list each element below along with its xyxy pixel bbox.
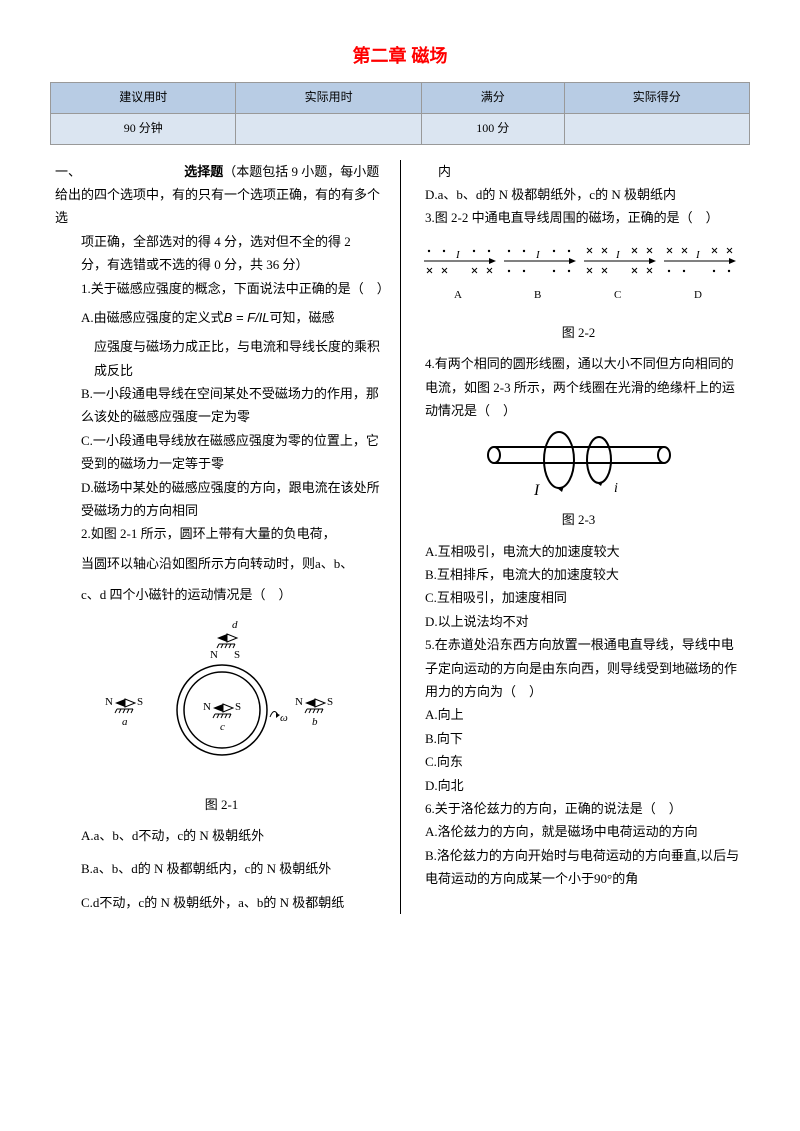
sec-desc3: 分，有选错或不选的得 0 分，共 36 分）	[55, 253, 388, 276]
svg-text:N: N	[295, 696, 303, 708]
content-columns: 一、 选择题（本题包括 9 小题，每小题给出的四个选项中，有的只有一个选项正确，…	[50, 160, 750, 915]
td-full-score: 100 分	[421, 113, 564, 144]
th-suggest-time: 建议用时	[51, 83, 236, 114]
svg-text:S: S	[235, 701, 241, 713]
svg-text:ω: ω	[280, 712, 288, 724]
chapter-title: 第二章 磁场	[50, 40, 750, 72]
q4: 4.有两个相同的圆形线圈，通以大小不同但方向相同的电流，如图 2-3 所示，两个…	[412, 352, 745, 422]
q2-d: D.a、b、d的 N 极都朝纸外，c的 N 极朝纸内	[412, 183, 745, 206]
q5-c: C.向东	[412, 750, 745, 773]
svg-text:d: d	[232, 619, 238, 631]
q1-d: D.磁场中某处的磁感应强度的方向，跟电流在该处所受磁场力的方向相同	[55, 476, 388, 523]
figure-2-2: I I I	[412, 238, 745, 313]
figure-2-3: I i	[412, 430, 745, 500]
svg-text:D: D	[694, 289, 702, 301]
q2-2: 当圆环以轴心沿如图所示方向转动时，则a、b、	[55, 552, 388, 575]
q4-b: B.互相排斥，电流大的加速度较大	[412, 563, 745, 586]
q1-a: A.由磁感应强度的定义式B = F/IL可知，磁感	[55, 306, 388, 329]
q2-c-cont: 内	[412, 160, 745, 183]
svg-text:I: I	[535, 249, 541, 261]
section-header: 一、 选择题（本题包括 9 小题，每小题给出的四个选项中，有的只有一个选项正确，…	[55, 160, 388, 230]
svg-text:S: S	[234, 649, 240, 661]
q1a-formula: B = F/IL	[224, 310, 270, 325]
svg-text:I: I	[615, 249, 621, 261]
svg-text:i: i	[614, 481, 618, 496]
info-table: 建议用时 实际用时 满分 实际得分 90 分钟 100 分	[50, 82, 750, 144]
th-actual-score: 实际得分	[564, 83, 749, 114]
q2-a: A.a、b、d不动，c的 N 极朝纸外	[55, 824, 388, 847]
svg-text:I: I	[533, 482, 540, 499]
q3: 3.图 2-2 中通电直导线周围的磁场，正确的是（ ）	[412, 206, 745, 229]
svg-text:N: N	[105, 696, 113, 708]
svg-text:N: N	[210, 649, 218, 661]
q6-b: B.洛伦兹力的方向开始时与电荷运动的方向垂直,以后与电荷运动的方向成某一个小于9…	[412, 844, 745, 891]
column-divider	[400, 160, 401, 915]
td-suggest-time: 90 分钟	[51, 113, 236, 144]
svg-text:a: a	[122, 716, 128, 728]
q4-d: D.以上说法均不对	[412, 610, 745, 633]
q5-b: B.向下	[412, 727, 745, 750]
svg-text:I: I	[695, 249, 701, 261]
th-full-score: 满分	[421, 83, 564, 114]
q4-a: A.互相吸引，电流大的加速度较大	[412, 540, 745, 563]
q6: 6.关于洛伦兹力的方向，正确的说法是（ ）	[412, 797, 745, 820]
svg-text:B: B	[534, 289, 541, 301]
q1-c: C.一小段通电导线放在磁感应强度为零的位置上，它受到的磁场力一定等于零	[55, 429, 388, 476]
q1: 1.关于磁感应强度的概念，下面说法中正确的是（ ）	[55, 277, 388, 300]
q4-c: C.互相吸引，加速度相同	[412, 586, 745, 609]
svg-text:A: A	[454, 289, 462, 301]
svg-text:S: S	[137, 696, 143, 708]
q2-3: c、d 四个小磁针的运动情况是（ ）	[55, 583, 388, 606]
svg-text:b: b	[312, 716, 318, 728]
q5: 5.在赤道处沿东西方向放置一根通电直导线，导线中电子定向运动的方向是由东向西，则…	[412, 633, 745, 703]
fig-2-3-caption: 图 2-3	[412, 508, 745, 531]
td-actual-score	[564, 113, 749, 144]
svg-text:c: c	[220, 721, 225, 733]
fig-2-1-caption: 图 2-1	[55, 793, 388, 816]
td-actual-time	[236, 113, 421, 144]
sec-desc2: 项正确，全部选对的得 4 分，选对但不全的得 2	[55, 230, 388, 253]
sec-num: 一、	[55, 164, 81, 179]
svg-text:C: C	[614, 289, 621, 301]
q1a-pre: A.由磁感应强度的定义式	[81, 310, 224, 325]
svg-text:I: I	[455, 249, 461, 261]
left-column: 一、 选择题（本题包括 9 小题，每小题给出的四个选项中，有的只有一个选项正确，…	[50, 160, 400, 915]
svg-text:N: N	[203, 701, 211, 713]
q5-a: A.向上	[412, 703, 745, 726]
right-column: 内 D.a、b、d的 N 极都朝纸外，c的 N 极朝纸内 3.图 2-2 中通电…	[400, 160, 750, 915]
q1-b: B.一小段通电导线在空间某处不受磁场力的作用，那么该处的磁感应强度一定为零	[55, 382, 388, 429]
fig-2-2-caption: 图 2-2	[412, 321, 745, 344]
q1-a2: 应强度与磁场力成正比，与电流和导线长度的乘积成反比	[55, 335, 388, 382]
q2-b: B.a、b、d的 N 极都朝纸内，c的 N 极朝纸外	[55, 857, 388, 880]
q2: 2.如图 2-1 所示，圆环上带有大量的负电荷，	[55, 522, 388, 545]
q2-c: C.d不动，c的 N 极朝纸外，a、b的 N 极都朝纸	[55, 891, 388, 914]
q5-d: D.向北	[412, 774, 745, 797]
th-actual-time: 实际用时	[236, 83, 421, 114]
svg-text:S: S	[327, 696, 333, 708]
q6-a: A.洛伦兹力的方向，就是磁场中电荷运动的方向	[412, 820, 745, 843]
q1a-tail: 可知，磁感	[270, 310, 335, 325]
figure-2-1: d N S N S a	[55, 615, 388, 785]
sec-title: 选择题	[184, 164, 223, 179]
